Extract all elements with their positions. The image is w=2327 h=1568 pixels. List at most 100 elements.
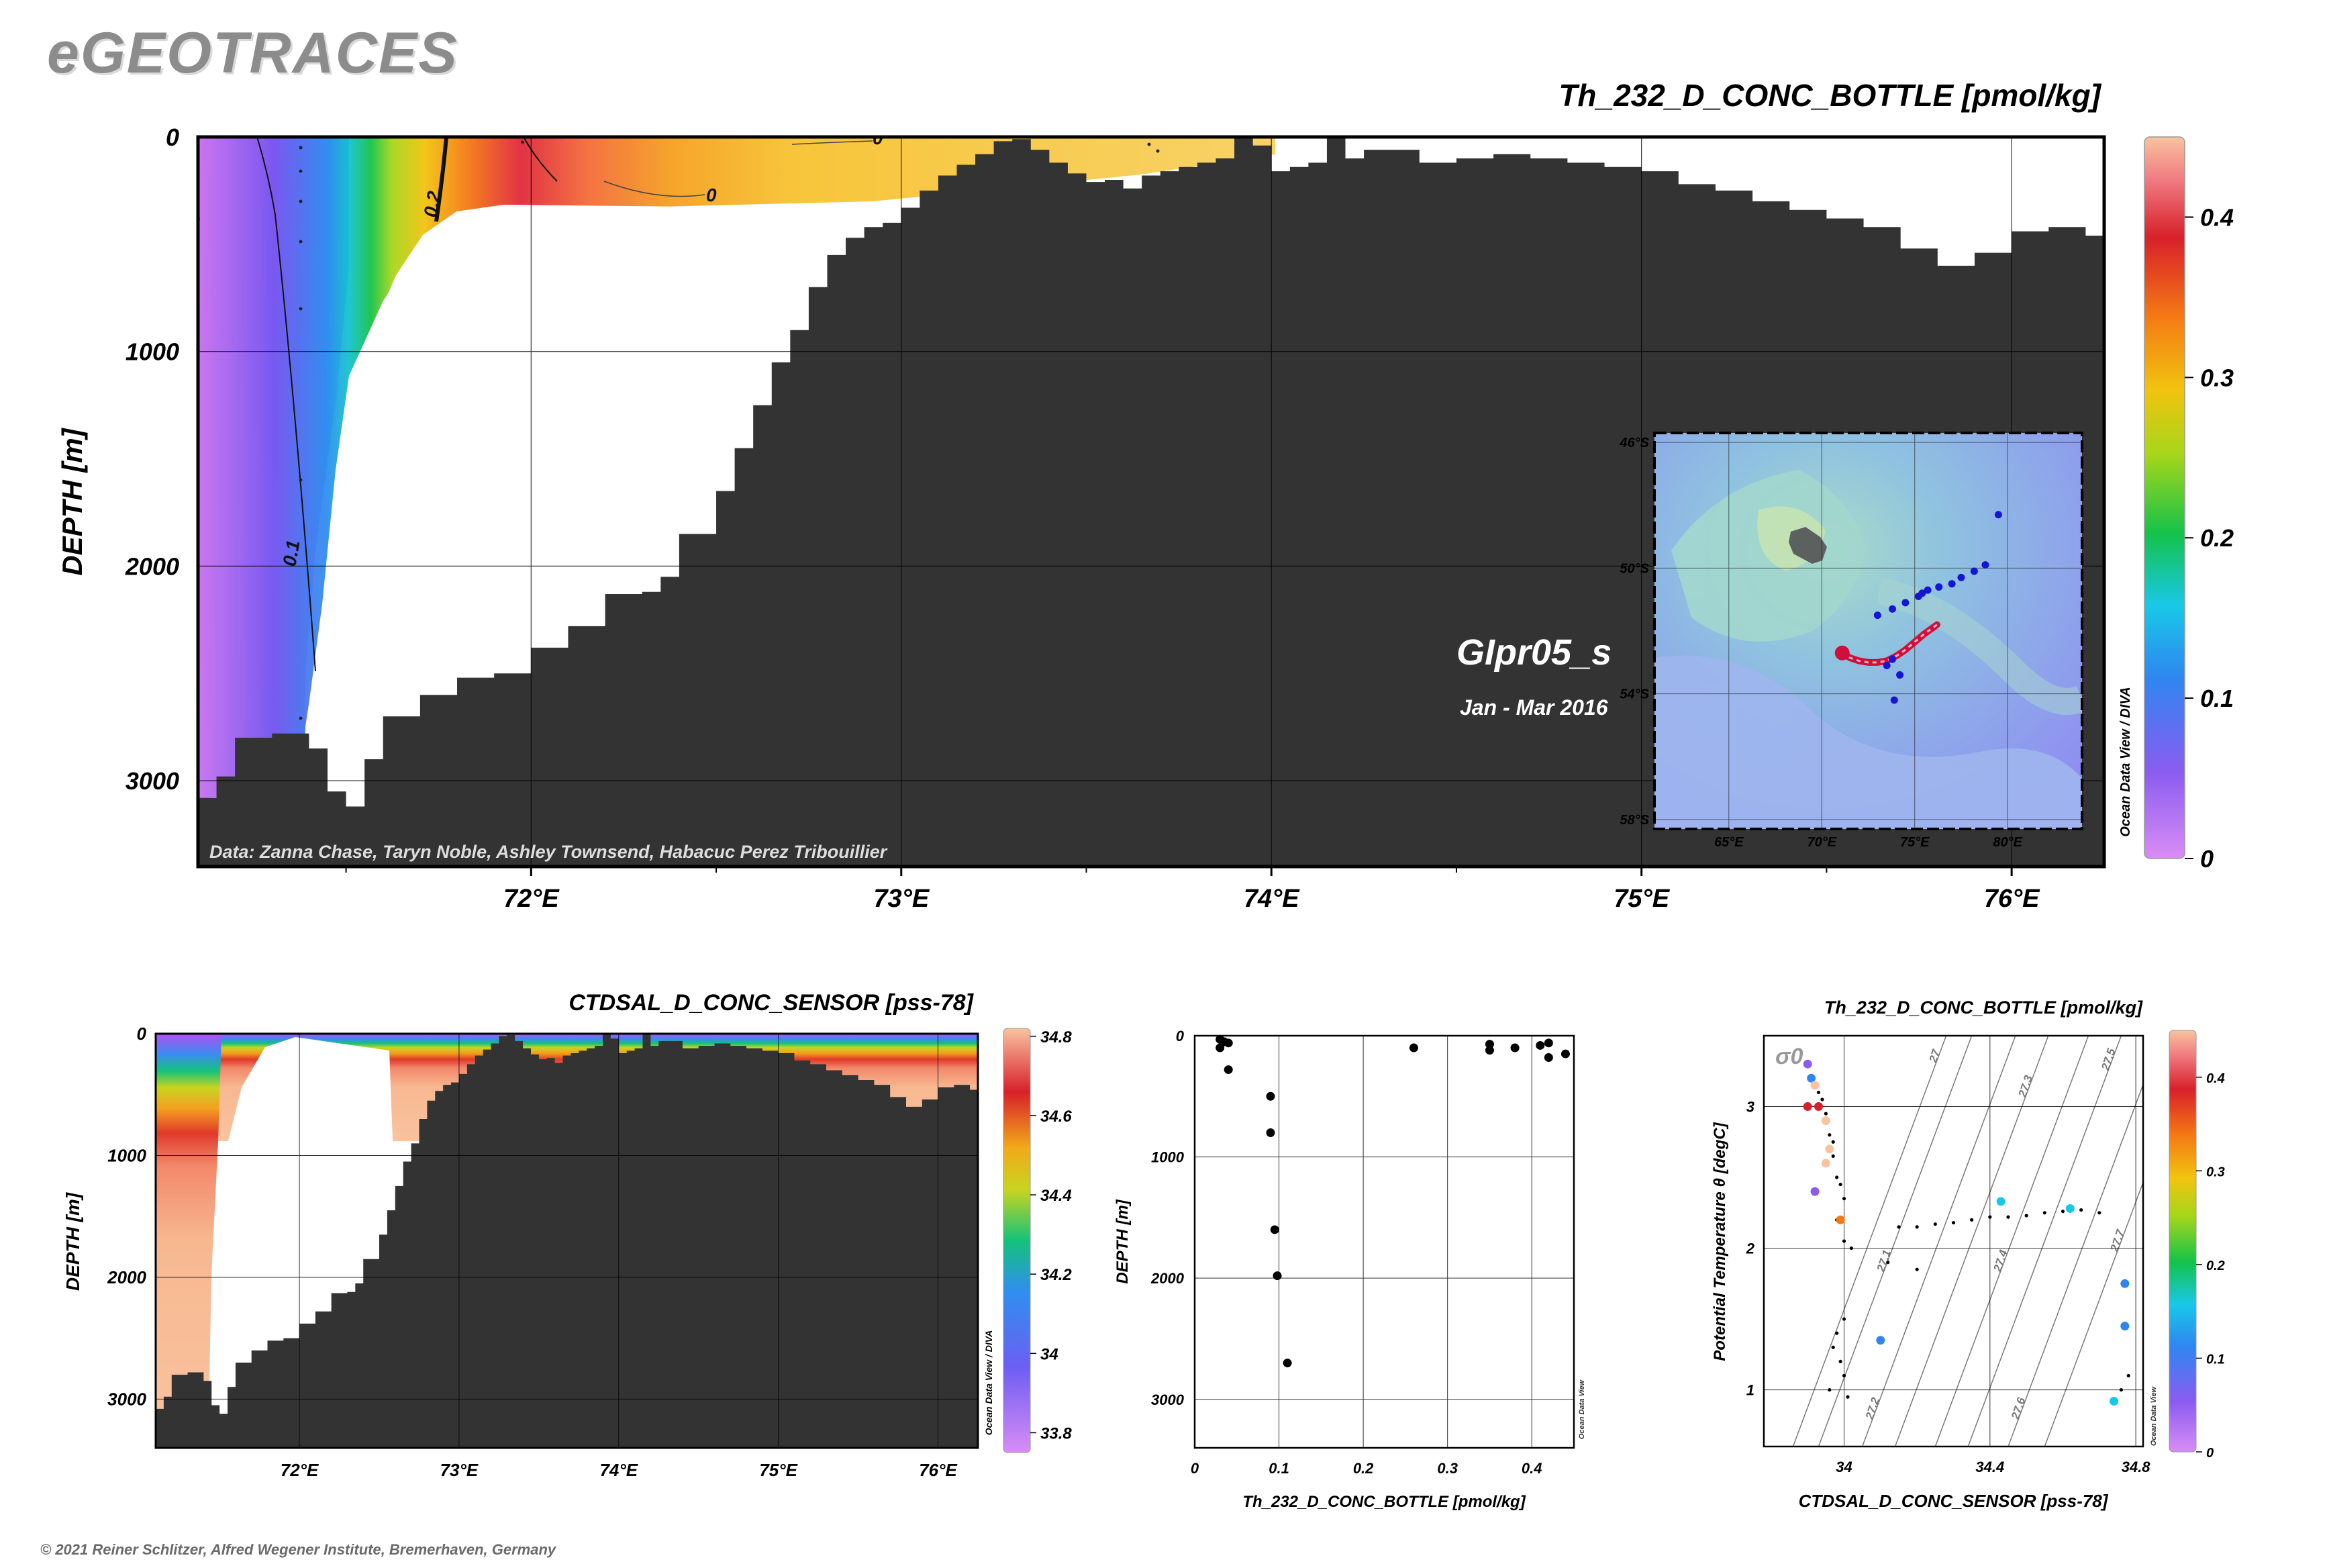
ts-sample-dot — [1831, 1154, 1835, 1158]
ts-x-axis-label: CTDSAL_D_CONC_SENSOR [pss-78] — [1799, 1491, 2109, 1511]
map-station — [1914, 592, 1922, 600]
cruise-name: GIpr05_s — [1456, 632, 1612, 673]
ts-sample-dot — [1988, 1215, 1992, 1219]
profile-point — [1273, 1271, 1282, 1281]
main-y-tick-label: 0 — [166, 124, 179, 151]
profile-point — [1283, 1359, 1292, 1368]
ts-sample-dot — [1849, 1246, 1853, 1251]
salinity-x-tick-label: 76°E — [919, 1460, 957, 1480]
main-y-tick-label: 3000 — [126, 767, 179, 795]
salinity-colorbar-tick-label: 34.2 — [1040, 1266, 1072, 1284]
main-colorbar-watermark: Ocean Data View / DIVA — [2118, 687, 2133, 836]
profile-point — [1270, 1225, 1279, 1234]
ts-point — [1836, 1215, 1845, 1224]
map-lon-label: 70°E — [1807, 835, 1836, 850]
ts-sample-dot — [2119, 1387, 2124, 1392]
ts-y-axis-label: Potential Temperature θ [degC] — [1711, 1122, 1729, 1361]
profile-y-tick-label: 0 — [1176, 1028, 1185, 1044]
profile-x-tick-label: 0 — [1191, 1460, 1199, 1477]
profile-point — [1544, 1038, 1553, 1048]
ts-point — [1876, 1336, 1885, 1345]
ts-point — [1803, 1059, 1812, 1069]
salinity-colorbar — [1003, 1028, 1031, 1453]
ts-sample-dot — [1897, 1225, 1901, 1229]
ts-colorbar — [2169, 1030, 2197, 1453]
cruise-track — [1838, 621, 1940, 666]
ts-colorbar-tick-label: 0.1 — [2206, 1352, 2225, 1367]
ts-point — [2120, 1279, 2130, 1288]
ts-sample-dot — [1842, 1239, 1846, 1243]
map-lat-label: 54°S — [1620, 687, 1649, 702]
ts-sample-dot — [2024, 1214, 2028, 1218]
ts-sample-dot — [1838, 1182, 1842, 1187]
profile-plot-background — [1195, 1036, 1574, 1448]
map-station — [1994, 511, 2002, 519]
ts-sample-dot — [1838, 1359, 1842, 1363]
copyright: © 2021 Reiner Schlitzer, Alfred Wegener … — [40, 1541, 556, 1558]
ts-sample-dot — [1816, 1090, 1821, 1095]
ts-sample-dot — [1846, 1395, 1850, 1399]
main-x-tick-label: 74°E — [1244, 885, 1300, 913]
profile-x-axis-label: Th_232_D_CONC_BOTTLE [pmol/kg] — [1242, 1493, 1526, 1511]
main-contour-label: 0.2 — [419, 189, 444, 219]
ts-point — [1803, 1102, 1812, 1112]
main-chart-title: Th_232_D_CONC_BOTTLE [pmol/kg] — [1558, 78, 2101, 113]
ts-plot-frame — [1763, 1034, 2144, 1448]
main-contour-label: .3 — [507, 126, 530, 145]
ts-sample-dot — [2042, 1211, 2046, 1215]
ts-point — [2110, 1396, 2119, 1406]
profile-point — [1266, 1091, 1275, 1101]
profile-point — [1510, 1043, 1520, 1052]
salinity-colorbar-tick-label: 34 — [1040, 1345, 1058, 1363]
ts-sample-dot — [2006, 1215, 2010, 1219]
profile-x-tick-label: 0.3 — [1437, 1460, 1458, 1477]
main-contour-label: 0 — [706, 185, 717, 205]
main-y-tick-label: 2000 — [125, 552, 179, 580]
app-logo: eGEOTRACES — [47, 21, 458, 85]
profile-point — [1485, 1040, 1494, 1049]
ts-y-tick-label: 1 — [1746, 1382, 1754, 1399]
ts-sample-dot — [1828, 1387, 1832, 1392]
ts-colorbar-tick-label: 0.4 — [2206, 1071, 2225, 1086]
profile-y-tick-label: 1000 — [1151, 1149, 1185, 1166]
map-station — [1981, 561, 1989, 569]
ts-colorbar-watermark: Ocean Data View — [2150, 1385, 2158, 1446]
main-y-tick-label: 1000 — [126, 338, 179, 366]
profile-x-tick-label: 0.1 — [1269, 1460, 1289, 1477]
map-station — [1924, 586, 1932, 594]
ts-sample-dot — [1835, 1175, 1839, 1179]
map-lat-label: 50°S — [1620, 561, 1649, 576]
main-surface-field — [198, 137, 1275, 799]
profile-chart: 0 0.1 0.2 0.3 0.4 0 1000 2000 3000 Th_232_D_CONC… — [1113, 1028, 1586, 1511]
main-contour-label: 0 — [873, 128, 883, 148]
ts-sample-dot — [1842, 1197, 1846, 1201]
ts-point — [1821, 1159, 1830, 1168]
ts-sample-dot — [1824, 1112, 1828, 1116]
map-lat-label: 46°S — [1619, 436, 1649, 450]
ts-sample-dot — [1915, 1267, 1919, 1271]
data-credits: Data: Zanna Chase, Taryn Noble, Ashley T… — [209, 842, 888, 862]
ts-sample-dot — [1842, 1373, 1846, 1378]
ts-sample-dot — [1835, 1331, 1839, 1335]
ts-point — [1807, 1073, 1816, 1083]
profile-point — [1561, 1049, 1570, 1059]
salinity-plot-frame — [154, 1032, 979, 1449]
map-lon-label: 65°E — [1714, 835, 1744, 850]
profile-x-tick-label: 0.4 — [1522, 1460, 1542, 1477]
profile-y-axis-label: DEPTH [m] — [1113, 1199, 1132, 1283]
ts-chart-title: Th_232_D_CONC_BOTTLE [pmol/kg] — [1824, 997, 2143, 1018]
map-station — [1948, 580, 1956, 588]
salinity-colorbar-tick-label: 34.4 — [1040, 1187, 1072, 1205]
main-x-tick-label: 72°E — [503, 885, 560, 913]
cruise-period: Jan - Mar 2016 — [1460, 695, 1608, 720]
salinity-colorbar-watermark: Ocean Data View / DIVA — [983, 1330, 994, 1435]
map-station — [1883, 662, 1891, 670]
profile-point — [1409, 1043, 1418, 1052]
map-station — [1873, 611, 1881, 620]
main-plot-frame — [196, 135, 2106, 869]
map-lat-label: 58°S — [1620, 813, 1649, 828]
map-station — [1896, 671, 1904, 679]
salinity-section-chart: 72°E 73°E 74°E 75°E 76°E 0 1000 2000 3000 CTDSAL… — [62, 990, 1072, 1480]
salinity-y-tick-label: 1000 — [107, 1145, 146, 1165]
